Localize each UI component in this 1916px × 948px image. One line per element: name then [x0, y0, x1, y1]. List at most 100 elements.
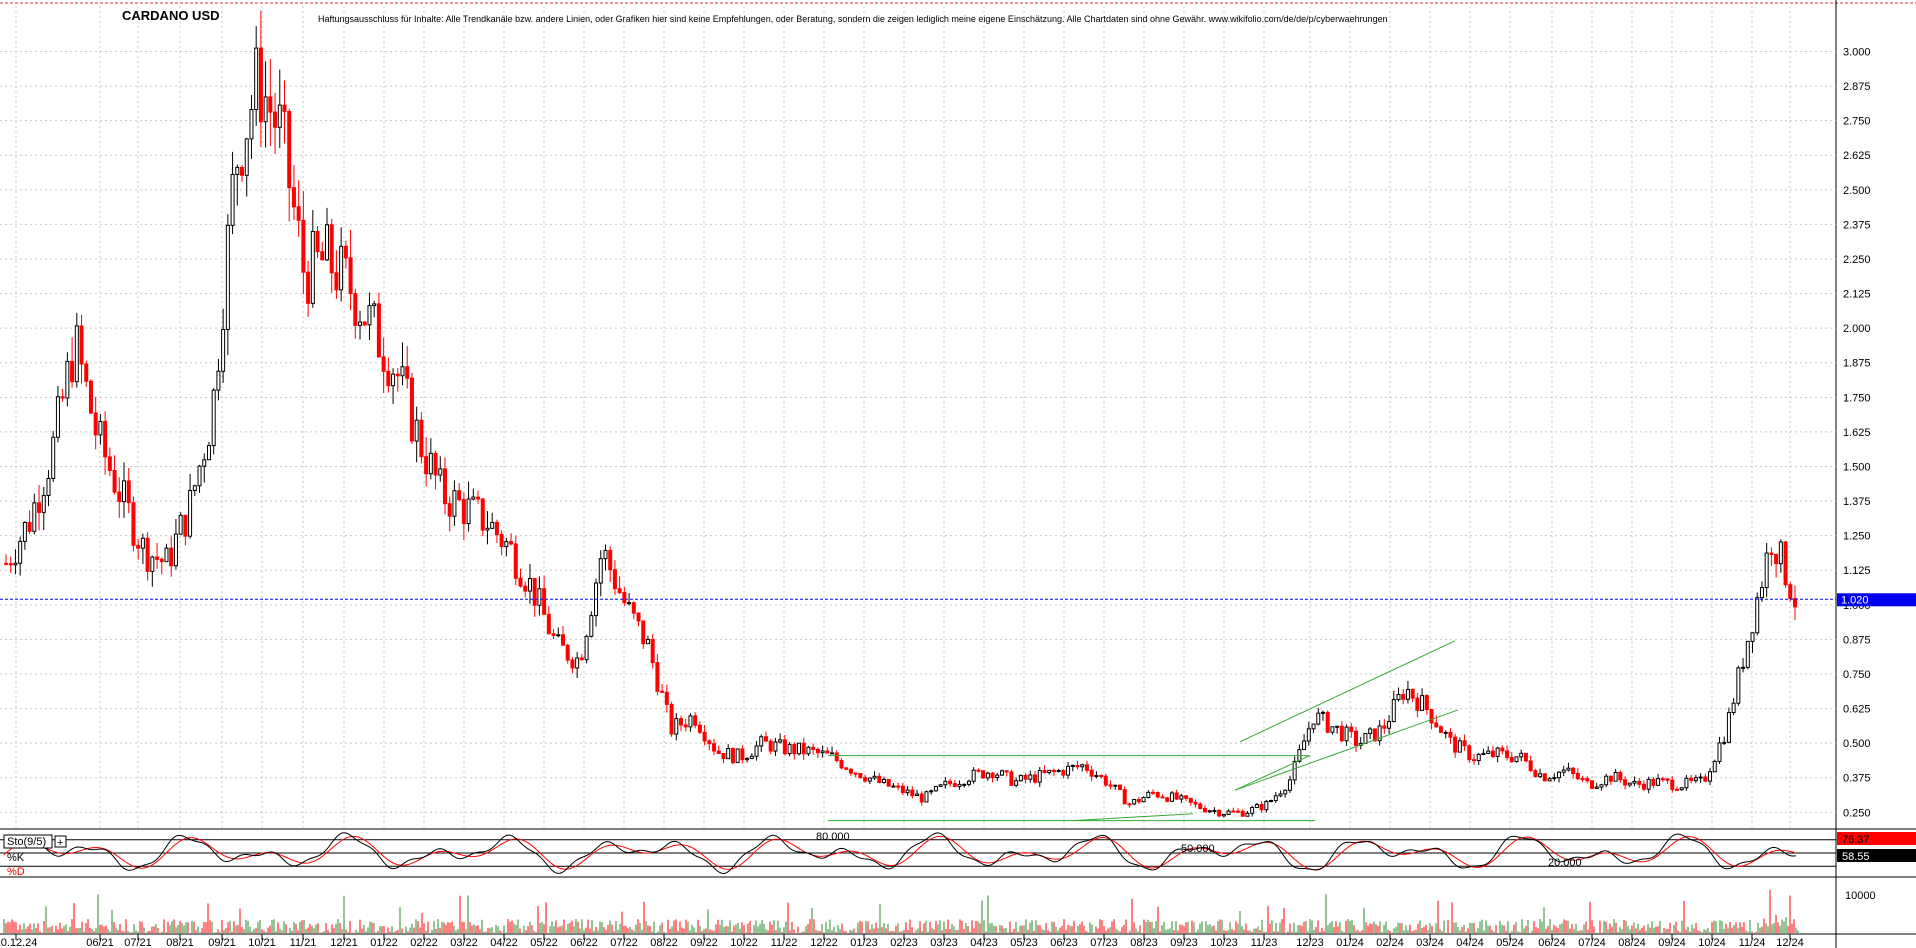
candle-body [660, 690, 665, 693]
candle-body [1467, 745, 1472, 761]
candle-body [1287, 779, 1292, 791]
candle-body [716, 750, 721, 754]
y-tick-label: 0.500 [1843, 738, 1871, 750]
candle-body [1542, 773, 1547, 782]
candle-body [348, 257, 353, 295]
y-tick-label: 0.625 [1843, 704, 1871, 716]
candle-body [745, 758, 750, 761]
candle-body [206, 445, 211, 461]
candle-body [773, 741, 778, 752]
candle-body [1339, 725, 1344, 742]
x-tick-label: 04/24 [1456, 937, 1484, 948]
candle-body [1519, 752, 1524, 758]
candle-body [178, 514, 183, 535]
trend-lines [828, 640, 1459, 822]
x-tick-label: 08/21 [166, 937, 194, 948]
stochastic-expand-button[interactable] [54, 835, 67, 848]
candle-body [1500, 747, 1505, 752]
candle-body [872, 775, 877, 779]
candle-body [1509, 756, 1514, 763]
candle-body [735, 748, 740, 764]
candle-body [1429, 709, 1434, 724]
y-tick-label: 0.750 [1843, 669, 1871, 681]
candle-body [886, 778, 891, 787]
candle-body [669, 703, 674, 735]
candle-body [1349, 726, 1354, 732]
candle-body [1368, 728, 1373, 734]
candle-body [1103, 775, 1108, 786]
candle-body [353, 293, 358, 326]
candle-body [1320, 711, 1325, 714]
y-tick-label: 2.500 [1843, 185, 1871, 197]
candle-body [51, 436, 56, 479]
candle-body [1637, 780, 1642, 785]
candle-body [853, 772, 858, 775]
candle-body [1769, 552, 1774, 555]
candle-body [891, 785, 896, 788]
candle-body [1231, 810, 1236, 813]
y-tick-label: 2.875 [1843, 81, 1871, 93]
candle-body [1641, 783, 1646, 790]
y-tick-label: 1.500 [1843, 461, 1871, 473]
candle-body [617, 588, 622, 594]
candle-body [391, 373, 396, 387]
candle-body [1207, 810, 1212, 813]
candle-body [183, 514, 188, 537]
candle-body [1037, 770, 1042, 783]
candle-body [70, 360, 75, 383]
candle-body [877, 775, 882, 783]
candle-body [1188, 797, 1193, 803]
candle-body [1405, 688, 1410, 700]
chart-title: CARDANO USD [122, 8, 220, 23]
candle-body [315, 230, 320, 253]
candle-body [1004, 770, 1009, 773]
candle-body [112, 469, 117, 493]
x-tick-label: 10.12.24 [0, 937, 37, 948]
candle-body [976, 769, 981, 772]
candle-body [131, 502, 136, 546]
candle-body [362, 321, 367, 326]
candle-body [1736, 667, 1741, 704]
candle-body [27, 522, 32, 532]
candle-body [612, 569, 617, 590]
candle-body [943, 780, 948, 786]
candle-body [896, 785, 901, 788]
x-tick-label: 08/23 [1130, 937, 1158, 948]
candle-body [1556, 771, 1561, 779]
x-tick-label: 06/21 [86, 937, 114, 948]
candle-body [1410, 688, 1415, 699]
candle-body [452, 490, 457, 517]
candle-body [306, 271, 311, 304]
candle-body [291, 187, 296, 208]
y-tick-label: 1.125 [1843, 565, 1871, 577]
candle-body [140, 537, 145, 549]
candle-body [287, 110, 292, 189]
candle-body [707, 740, 712, 745]
candle-body [787, 743, 792, 755]
volume-scale-label: 10000 [1845, 890, 1876, 902]
candle-body [424, 456, 429, 475]
candle-body [1481, 752, 1486, 755]
candle-body [1434, 722, 1439, 728]
candle-body [1179, 795, 1184, 800]
x-tick-label: 12/21 [330, 937, 358, 948]
candle-body [1717, 742, 1722, 762]
x-axis: 10.12.24 06/21 07/21 08/21 09/21 10/21 11/21 12… [0, 934, 1804, 948]
candle-body [84, 363, 89, 382]
candle-body [334, 272, 339, 291]
candle-body [1151, 791, 1156, 794]
stochastic-label: Sto(9/5) [7, 836, 46, 848]
candle-body [848, 768, 853, 774]
candle-body [1759, 587, 1764, 599]
x-tick-label: 05/22 [530, 937, 558, 948]
candle-body [806, 746, 811, 755]
candle-body [211, 389, 216, 447]
candle-body [1528, 760, 1533, 772]
x-tick-label: 05/23 [1010, 937, 1038, 948]
candle-body [1505, 750, 1510, 758]
candle-body [740, 748, 745, 761]
candle-body [782, 739, 787, 755]
candle-body [471, 496, 476, 500]
candle-body [442, 468, 447, 505]
candle-body [1325, 711, 1330, 733]
